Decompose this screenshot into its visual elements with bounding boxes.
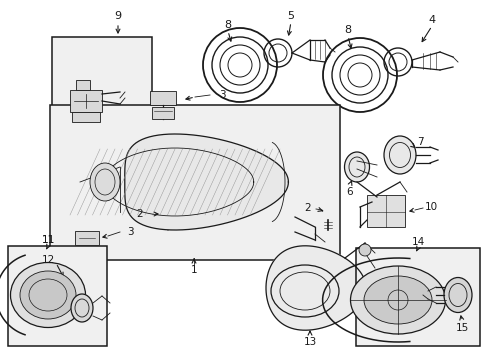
Polygon shape <box>124 134 288 230</box>
Ellipse shape <box>363 276 431 324</box>
Bar <box>150 91 176 105</box>
Bar <box>8 246 107 346</box>
Ellipse shape <box>344 152 369 182</box>
Text: 2: 2 <box>137 209 143 219</box>
Text: 3: 3 <box>218 90 225 100</box>
Ellipse shape <box>10 262 85 328</box>
Text: 4: 4 <box>427 15 435 25</box>
Text: 6: 6 <box>346 187 353 197</box>
Text: 2: 2 <box>304 203 311 213</box>
Text: 7: 7 <box>416 137 423 147</box>
Text: 11: 11 <box>41 235 55 245</box>
Text: 11: 11 <box>41 235 55 245</box>
Bar <box>76 80 90 90</box>
Bar <box>50 105 339 260</box>
Circle shape <box>358 244 370 256</box>
Bar <box>152 107 174 119</box>
Ellipse shape <box>71 294 93 322</box>
Circle shape <box>319 204 335 220</box>
Text: 14: 14 <box>410 237 424 247</box>
Bar <box>70 90 102 112</box>
Bar <box>355 248 479 346</box>
Text: 9: 9 <box>114 11 122 21</box>
Circle shape <box>162 139 178 155</box>
Ellipse shape <box>383 136 415 174</box>
Polygon shape <box>265 246 365 330</box>
Bar <box>75 231 99 245</box>
Circle shape <box>161 207 175 221</box>
Ellipse shape <box>90 163 120 201</box>
Text: 8: 8 <box>224 20 231 30</box>
Ellipse shape <box>20 271 76 319</box>
Text: 1: 1 <box>190 265 197 275</box>
Bar <box>52 37 152 142</box>
Text: 13: 13 <box>303 337 316 347</box>
Ellipse shape <box>443 278 471 312</box>
Bar <box>72 112 100 122</box>
Text: 3: 3 <box>126 227 133 237</box>
Bar <box>366 195 404 227</box>
Ellipse shape <box>350 266 445 334</box>
Text: 8: 8 <box>344 25 351 35</box>
Text: 12: 12 <box>41 255 55 265</box>
Text: 15: 15 <box>454 323 468 333</box>
Text: 2: 2 <box>134 142 141 152</box>
Text: 10: 10 <box>424 202 437 212</box>
Text: 5: 5 <box>287 11 294 21</box>
